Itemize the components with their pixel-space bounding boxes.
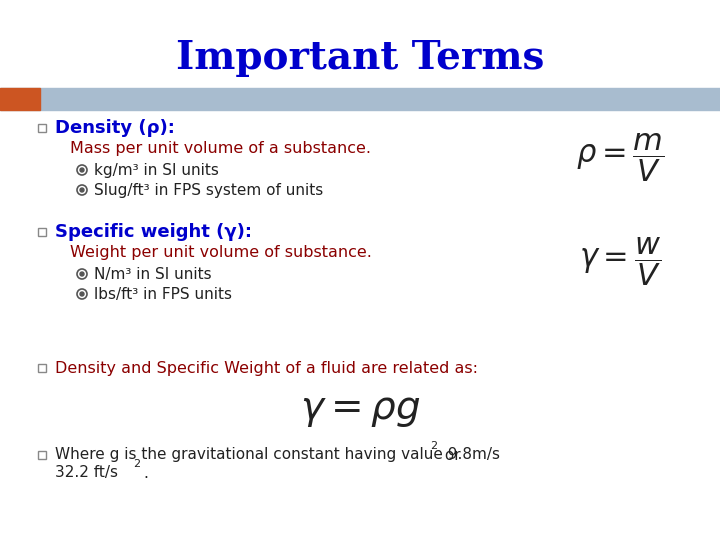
Text: lbs/ft³ in FPS units: lbs/ft³ in FPS units [94, 287, 232, 301]
Text: $\gamma = \dfrac{w}{V}$: $\gamma = \dfrac{w}{V}$ [579, 236, 661, 288]
Bar [0, 88, 720, 110]
Text: Where g is the gravitational constant having value 9.8m/s: Where g is the gravitational constant ha… [55, 448, 500, 462]
Text: Weight per unit volume of substance.: Weight per unit volume of substance. [70, 245, 372, 260]
Text: Important Terms: Important Terms [176, 39, 544, 77]
Text: Mass per unit volume of a substance.: Mass per unit volume of a substance. [70, 140, 371, 156]
Text: N/m³ in SI units: N/m³ in SI units [94, 267, 212, 281]
Bar [38, 228, 46, 236]
Circle shape [80, 188, 84, 192]
Bar [38, 364, 46, 372]
Text: .: . [143, 465, 148, 481]
Circle shape [80, 168, 84, 172]
Text: or: or [440, 448, 461, 462]
Circle shape [80, 272, 84, 276]
Bar [38, 451, 46, 459]
Bar [38, 124, 46, 132]
Text: 2: 2 [430, 441, 437, 451]
Text: 2: 2 [133, 459, 140, 469]
Bar [0, 88, 40, 110]
Text: Density (ρ):: Density (ρ): [55, 119, 175, 137]
Text: Slug/ft³ in FPS system of units: Slug/ft³ in FPS system of units [94, 183, 323, 198]
Text: 32.2 ft/s: 32.2 ft/s [55, 465, 118, 481]
Text: Specific weight (γ):: Specific weight (γ): [55, 223, 252, 241]
Circle shape [80, 292, 84, 296]
Text: kg/m³ in SI units: kg/m³ in SI units [94, 163, 219, 178]
Text: Density and Specific Weight of a fluid are related as:: Density and Specific Weight of a fluid a… [55, 361, 478, 375]
Text: $\rho = \dfrac{m}{V}$: $\rho = \dfrac{m}{V}$ [576, 132, 665, 184]
Text: $\gamma = \rho g$: $\gamma = \rho g$ [300, 391, 420, 429]
